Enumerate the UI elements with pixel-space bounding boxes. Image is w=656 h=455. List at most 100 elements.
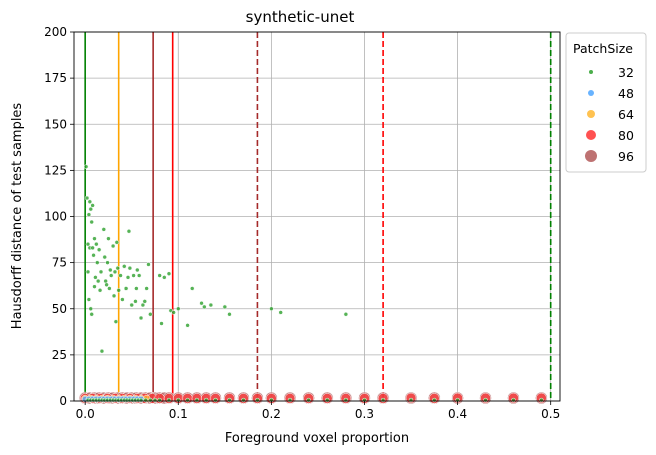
data-point [140,302,146,308]
x-tick-label: 0.1 [169,407,188,421]
data-point [92,236,97,241]
data-point [135,267,140,273]
data-point [176,306,181,311]
data-point [134,286,139,291]
y-tick-label: 50 [52,302,67,316]
data-point [213,397,218,403]
x-tick-label: 0.2 [262,407,281,421]
data-point [227,397,232,403]
data-point [148,312,153,317]
data-point [287,397,293,403]
legend-marker [589,70,593,74]
data-point [166,397,172,403]
data-point [90,245,95,251]
data-point [126,229,132,234]
data-point [110,243,116,249]
data-point [92,284,97,289]
data-point [101,227,107,232]
legend-label: 96 [618,149,634,164]
data-point [99,348,105,354]
y-tick-label: 75 [52,256,67,270]
data-point [408,397,414,403]
data-point [185,397,190,403]
data-point [87,199,93,204]
legend-marker [586,130,596,140]
data-point [539,397,544,403]
data-point [324,397,330,403]
data-point [143,397,148,403]
data-point [120,297,125,302]
data-point [343,397,349,403]
data-point [159,321,164,326]
data-point [84,195,90,201]
tick-layer: 0.0 0.1 0.2 0.3 0.4 0.5 0 25 50 75 100 125 150 175 200 [44,25,560,421]
data-point [306,397,311,403]
data-point [108,267,113,273]
data-point [138,397,144,403]
legend-title: PatchSize [573,41,633,56]
data-point [278,310,283,315]
legend-entries: 32 48 64 80 96 [585,65,634,164]
data-point [97,288,103,293]
data-point [189,286,195,291]
data-point [131,273,136,278]
data-point [89,219,94,225]
data-point [94,241,99,247]
x-tick-label: 0.5 [541,407,560,421]
y-tick-label: 125 [44,163,67,177]
data-point [144,286,149,291]
data-point [86,212,92,217]
y-tick-label: 0 [59,394,67,408]
data-point [185,323,190,328]
data-point [157,397,162,403]
vertical-lines-layer [84,32,552,401]
data-point [241,397,246,403]
data-point [104,282,109,288]
data-point [113,319,119,324]
data-point [93,275,98,280]
data-point [202,304,207,310]
y-tick-label: 100 [44,210,67,224]
legend: PatchSize 32 48 64 80 96 [565,32,647,173]
data-point [122,264,127,269]
data-point [343,312,349,317]
legend-marker [588,90,594,96]
data-point [194,397,200,403]
data-point [227,312,232,317]
data-point [112,269,118,275]
data-point [152,397,158,403]
data-point [95,278,101,284]
data-point [98,269,104,275]
data-point [136,273,142,278]
y-tick-label: 25 [52,348,67,362]
data-point [432,397,437,403]
legend-marker [585,150,597,162]
data-point [115,265,121,271]
data-point [511,397,516,403]
data-point [146,262,151,267]
data-point [203,397,209,403]
data-point [269,306,274,311]
data-point [208,302,214,308]
data-point [91,252,96,258]
data-point [483,397,488,403]
data-point [142,299,148,304]
x-tick-label: 0.4 [448,407,467,421]
legend-box [565,32,647,173]
data-point [89,312,94,317]
data-point [111,293,117,299]
legend-marker [587,110,595,118]
data-point [95,260,100,265]
data-point [85,269,91,275]
data-point [107,286,112,291]
y-tick-label: 200 [44,25,67,39]
data-point [105,260,110,265]
legend-label: 32 [618,65,634,80]
data-point [127,265,133,271]
y-axis-label: Hausdorff distance of test samples [10,103,25,330]
data-point [138,315,144,321]
y-tick-label: 175 [44,71,67,85]
data-point [114,240,120,245]
data-point [123,286,129,291]
